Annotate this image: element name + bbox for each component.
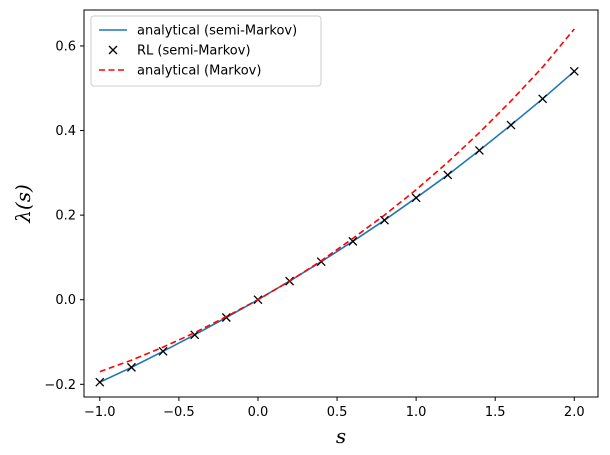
markov-series-line	[99, 28, 575, 373]
legend-label: analytical (Markov)	[137, 64, 261, 79]
y-tick-label: 0.2	[55, 209, 76, 224]
data-point-marker	[411, 193, 421, 203]
plot-frame	[83, 9, 599, 398]
y-tick-label: 0.4	[55, 124, 76, 139]
rl-semi-markov-markers	[95, 66, 579, 387]
legend-box	[90, 15, 322, 87]
series-layer	[95, 28, 579, 387]
data-point-marker	[443, 170, 453, 180]
plot-border	[83, 9, 599, 398]
x-tick-label: 2.0	[564, 405, 585, 420]
x-tick-label: 1.0	[406, 405, 427, 420]
data-point-marker	[506, 120, 516, 130]
x-tick-label: 1.5	[485, 405, 506, 420]
y-axis-label: λ(s)	[11, 184, 35, 224]
x-axis-label: s	[336, 424, 346, 448]
legend-entry: analytical (semi-Markov)	[99, 24, 297, 39]
x-tick-label: −1.0	[84, 405, 116, 420]
y-tick-label: 0.6	[55, 39, 76, 54]
y-tick-label: 0.0	[55, 293, 76, 308]
x-tick-label: −0.5	[163, 405, 195, 420]
ticks-layer: −1.0 −0.5 0.0 0.5 1.0 1.5 2.0 −0.2 0.0 0.2 0.4 0.6	[44, 39, 584, 420]
y-tick-label: −0.2	[44, 378, 76, 393]
data-point-marker	[538, 94, 548, 104]
legend-label: RL (semi-Markov)	[137, 44, 251, 59]
semi-markov-series-line	[99, 70, 575, 383]
legend-items: analytical (semi-Markov) RL (semi-Markov)…	[99, 24, 297, 79]
data-point-marker	[348, 236, 358, 246]
x-tick-label: 0.5	[327, 405, 348, 420]
x-tick-label: 0.0	[248, 405, 269, 420]
data-point-marker	[380, 215, 389, 225]
legend-entry: RL (semi-Markov)	[108, 44, 251, 59]
legend-marker-x	[108, 45, 118, 55]
legend-entry: analytical (Markov)	[99, 64, 261, 79]
data-point-marker	[158, 346, 168, 356]
legend-label: analytical (semi-Markov)	[137, 24, 297, 39]
data-point-marker	[95, 377, 105, 387]
data-point-marker	[569, 66, 579, 76]
data-point-marker	[474, 145, 484, 155]
data-point-marker	[126, 362, 136, 372]
legend: analytical (semi-Markov) RL (semi-Markov)…	[90, 15, 322, 87]
